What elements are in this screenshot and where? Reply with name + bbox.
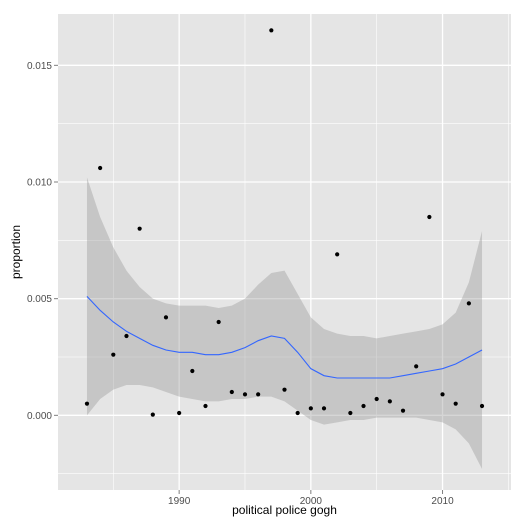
data-point: [282, 387, 287, 392]
data-point: [479, 403, 485, 409]
data-point: [269, 28, 274, 33]
data-point: [400, 408, 406, 413]
y-tick-label: 0.000: [27, 411, 52, 422]
data-point: [295, 410, 300, 416]
major-gridlines: [58, 14, 511, 490]
data-point: [453, 401, 458, 406]
smooth-line: [86, 295, 483, 379]
data-point: [321, 406, 327, 411]
x-axis-title: political police gogh: [232, 503, 337, 517]
data-point: [203, 403, 208, 409]
data-point: [111, 352, 116, 357]
data-point: [190, 368, 195, 374]
data-point: [308, 406, 313, 411]
data-point: [374, 396, 379, 402]
confidence-ribbon: [86, 177, 483, 469]
data-point: [335, 252, 340, 257]
data-point: [414, 364, 419, 369]
data-point: [216, 319, 221, 325]
data-point: [84, 401, 90, 406]
data-point: [242, 392, 248, 397]
y-tick-label: 0.010: [27, 178, 52, 189]
x-tick-label: 2000: [300, 496, 323, 507]
y-axis-ticks: 0.000 0.005 0.010 0.015: [27, 61, 58, 422]
data-point: [256, 392, 261, 397]
data-point: [137, 226, 142, 231]
data-point: [387, 399, 392, 404]
minor-gridlines: [58, 14, 511, 490]
data-point: [124, 333, 129, 339]
y-tick-label: 0.005: [27, 294, 52, 305]
y-axis-title: proportion: [9, 225, 23, 279]
x-axis-ticks: 1990 2000 2010: [168, 490, 454, 507]
data-point: [163, 315, 169, 320]
plot-panel: [58, 14, 511, 490]
data-point: [348, 410, 353, 416]
data-point: [150, 412, 155, 417]
data-point: [361, 403, 366, 409]
data-point: [98, 165, 103, 171]
x-tick-label: 1990: [168, 496, 191, 507]
data-point: [427, 214, 432, 220]
data-point: [466, 301, 471, 306]
data-points: [84, 28, 485, 417]
y-tick-label: 0.015: [27, 61, 52, 72]
x-tick-label: 2010: [431, 496, 454, 507]
data-point: [177, 410, 182, 416]
data-point: [229, 389, 234, 395]
data-point: [440, 392, 445, 397]
